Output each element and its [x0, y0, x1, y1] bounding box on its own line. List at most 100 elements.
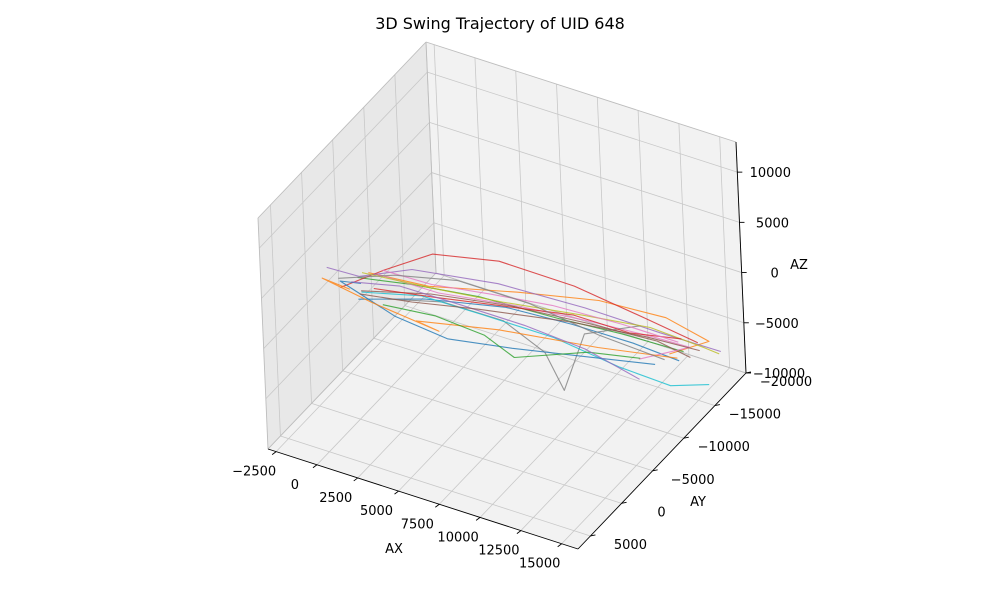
chart-series-layer	[321, 253, 721, 391]
trajectory-series-10	[339, 280, 656, 365]
trajectory-series-0	[358, 298, 680, 362]
y-tick-label-2: −10000	[698, 440, 750, 455]
x-grid-wall-4	[596, 97, 608, 329]
y-tick-label-0: −20000	[760, 375, 812, 390]
trajectory-series-14	[351, 281, 640, 380]
z-tick-label-1: −5000	[755, 317, 799, 332]
y-grid-floor-5	[280, 435, 591, 537]
x-tick-label-5: 10000	[437, 530, 478, 545]
z-tick-label-0: −10000	[753, 367, 805, 382]
x-axis-title: AX	[385, 542, 403, 557]
x-grid-wall-2	[515, 70, 527, 302]
z-grid-back-1	[433, 222, 744, 324]
z-grid-back-3	[429, 121, 740, 223]
x-tick-label-0: −2500	[232, 465, 276, 480]
chart-tick-labels: −25000250050007500100001250015000−20000−…	[232, 166, 812, 572]
y-tick-label-5: 5000	[614, 538, 647, 553]
y-tick-mark-3	[652, 469, 658, 472]
y-grid-wall-5	[270, 204, 281, 436]
x-tick-mark-3	[394, 490, 399, 495]
chart-axes	[257, 41, 752, 550]
y-grid-floor-1	[404, 305, 716, 406]
x-grid-wall-0	[433, 44, 445, 276]
trajectory-series-15	[359, 293, 700, 352]
chart-panes	[258, 42, 746, 549]
chart-grid	[259, 41, 747, 545]
y-tick-mark-5	[590, 534, 596, 537]
y-tick-mark-1	[714, 404, 720, 407]
y-axis-title: AY	[690, 495, 706, 510]
x-grid-floor-2	[357, 301, 527, 479]
x-grid-floor-5	[479, 341, 649, 518]
trajectory-series-16	[382, 269, 679, 343]
x-tick-mark-6	[516, 530, 522, 534]
x-tick-mark-1	[312, 464, 318, 469]
x-grid-wall-1	[474, 57, 486, 289]
x-tick-mark-4	[435, 503, 440, 508]
x-tick-label-6: 12500	[478, 544, 519, 559]
x-grid-wall-5	[637, 110, 649, 342]
x-tick-mark-7	[557, 543, 562, 548]
pane-edge-4	[425, 41, 737, 143]
trajectory-series-8	[361, 272, 720, 355]
x-grid-floor-6	[520, 354, 690, 531]
z-tick-label-3: 5000	[756, 216, 789, 231]
x-tick-label-2: 2500	[319, 491, 352, 506]
y-grid-wall-1	[394, 74, 406, 306]
z-grid-side-4	[259, 71, 428, 249]
y-tick-label-4: 0	[657, 505, 665, 520]
x-axis-line	[267, 448, 579, 550]
y-grid-floor-4	[311, 402, 622, 504]
trajectory-series-12	[382, 304, 641, 359]
z-grid-side-3	[261, 122, 430, 299]
y-tick-mark-4	[621, 501, 627, 504]
x-grid-floor-0	[275, 275, 445, 452]
x-tick-mark-0	[271, 451, 277, 455]
y-grid-floor-3	[342, 370, 653, 472]
x-grid-wall-7	[719, 136, 731, 368]
pane-edge-0	[257, 217, 269, 450]
trajectory-series-4	[326, 266, 721, 353]
z-axis-line	[735, 141, 747, 374]
y-tick-mark-2	[683, 436, 689, 439]
trajectory-series-3	[340, 253, 699, 344]
trajectory-series-5	[361, 290, 691, 358]
y-grid-wall-4	[301, 172, 312, 404]
x-grid-floor-3	[398, 314, 567, 492]
chart-title: 3D Swing Trajectory of UID 648	[375, 14, 625, 33]
x-tick-label-1: 0	[291, 478, 299, 493]
z-grid-side-2	[263, 172, 432, 349]
x-grid-floor-7	[561, 367, 730, 545]
pane-edge-1	[425, 41, 437, 274]
trajectory-series-6	[377, 273, 691, 360]
y-grid-floor-2	[373, 337, 684, 439]
back-wall-pane	[426, 42, 746, 373]
x-grid-wall-6	[678, 123, 690, 355]
z-tick-label-4: 10000	[750, 166, 791, 181]
y-tick-label-1: −15000	[729, 408, 781, 423]
pane-edge-3	[257, 41, 427, 219]
z-grid-back-2	[431, 172, 742, 273]
x-tick-label-7: 15000	[519, 557, 560, 572]
x-grid-floor-4	[439, 327, 608, 505]
floor-pane	[268, 273, 746, 549]
y-grid-wall-3	[332, 139, 344, 371]
y-axis-line	[577, 372, 747, 550]
y-tick-label-3: −5000	[671, 473, 715, 488]
z-tick-label-2: 0	[771, 267, 779, 282]
x-grid-wall-3	[556, 84, 567, 316]
trajectory-series-11	[321, 277, 678, 359]
x-tick-mark-2	[353, 477, 359, 482]
z-grid-back-4	[427, 71, 738, 173]
trajectory-series-1	[368, 272, 710, 355]
x-tick-label-3: 5000	[360, 504, 393, 519]
trajectory-series-17	[338, 274, 665, 361]
z-grid-side-1	[265, 222, 435, 400]
x-tick-label-4: 7500	[401, 517, 434, 532]
x-tick-mark-5	[475, 517, 481, 521]
pane-edge-5	[267, 272, 437, 450]
x-grid-floor-1	[316, 288, 486, 466]
trajectory-series-13	[373, 287, 682, 340]
z-axis-title: AZ	[790, 258, 808, 273]
